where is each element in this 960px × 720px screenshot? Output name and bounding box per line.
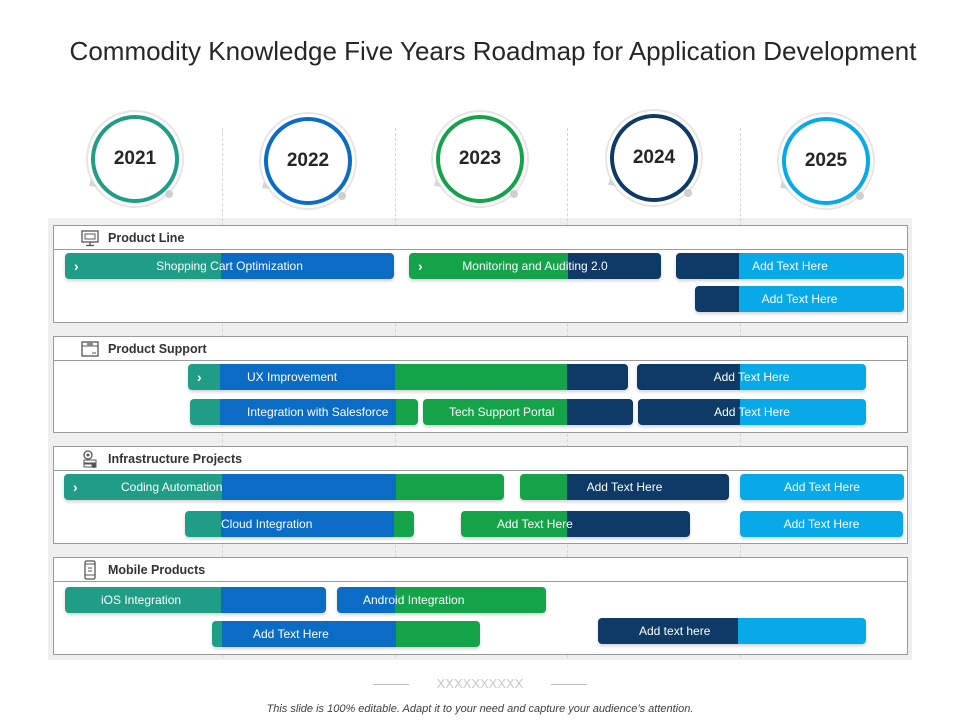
section-header: Infrastructure Projects [54, 447, 907, 471]
bar-coding-automation[interactable]: › Coding Automation [64, 474, 504, 500]
year-circle-2022: 2022 [256, 109, 360, 213]
chevron-right-icon: › [74, 258, 79, 274]
bar-label: Add Text Here [783, 517, 860, 531]
bar-add-text[interactable]: Add text here [598, 618, 866, 644]
section-header: Product Line [54, 226, 907, 250]
bar-label: Add Text Here [714, 405, 790, 419]
bar-add-text[interactable]: Add Text Here [676, 253, 904, 279]
bar-label: Add text here [639, 624, 711, 638]
divider [373, 684, 409, 685]
year-label: 2021 [113, 148, 157, 169]
bar-label: Add Text Here [586, 480, 663, 494]
bar-shopping-cart-optimization[interactable]: › Shopping Cart Optimization [65, 253, 394, 279]
year-ring [605, 109, 703, 207]
bar-cloud-integration[interactable]: Cloud Integration [185, 511, 414, 537]
bar-add-text[interactable]: Add Text Here [212, 621, 480, 647]
bar-integration-with-salesforce[interactable]: Integration with Salesforce [190, 399, 418, 425]
year-circle-2021: 2021 [83, 107, 187, 211]
section-header: Mobile Products [54, 558, 907, 582]
year-circle-2024: 2024 [602, 106, 706, 210]
bar-label: Tech Support Portal [449, 405, 555, 419]
box-icon [81, 341, 99, 357]
mobile-icon [84, 560, 96, 580]
slide-title: Commodity Knowledge Five Years Roadmap f… [69, 36, 917, 66]
bar-ux-improvement[interactable]: › UX Improvement [188, 364, 628, 390]
bar-tech-support-portal[interactable]: Tech Support Portal [423, 399, 633, 425]
bar-label: Add Text Here [784, 480, 860, 494]
bar-label: Add Text Here [253, 627, 329, 641]
year-label: 2023 [458, 148, 502, 169]
bar-label: Integration with Salesforce [247, 405, 389, 419]
bar-add-text[interactable]: Add Text Here [461, 511, 690, 537]
bar-add-text[interactable]: Add Text Here [520, 474, 729, 500]
bar-monitoring-and-auditing[interactable]: › Monitoring and Auditing 2.0 [409, 253, 661, 279]
chevron-right-icon: › [73, 479, 78, 495]
footer-note: This slide is 100% editable. Adapt it to… [266, 703, 694, 715]
year-label: 2025 [804, 150, 848, 171]
section-label: Product Support [108, 342, 207, 356]
year-ring [777, 112, 875, 210]
year-circle-2025: 2025 [774, 109, 878, 213]
bar-label: Coding Automation [121, 480, 223, 494]
gear-server-icon [83, 450, 97, 468]
bar-add-text[interactable]: Add Text Here [638, 399, 866, 425]
bar-label: Cloud Integration [221, 517, 313, 531]
bar-add-text[interactable]: Add Text Here [637, 364, 866, 390]
monitor-icon [81, 230, 99, 247]
divider [551, 684, 587, 685]
bar-label: iOS Integration [101, 593, 182, 607]
bar-label: Add Text Here [497, 517, 573, 531]
bar-label: UX Improvement [247, 370, 338, 384]
section-label: Infrastructure Projects [108, 452, 243, 466]
bar-label: Monitoring and Auditing 2.0 [462, 259, 608, 273]
bar-add-text[interactable]: Add Text Here [740, 511, 903, 537]
year-label: 2024 [632, 147, 676, 168]
placeholder-marks: XXXXXXXXXX [436, 676, 524, 691]
section-label: Mobile Products [108, 563, 206, 577]
footer-decoration: XXXXXXXXXX [373, 676, 587, 692]
bar-add-text[interactable]: Add Text Here [740, 474, 904, 500]
chevron-right-icon: › [418, 258, 423, 274]
chevron-right-icon: › [197, 369, 202, 385]
section-label: Product Line [108, 231, 185, 245]
bar-label: Add Text Here [752, 259, 828, 273]
bar-add-text[interactable]: Add Text Here [695, 286, 904, 312]
bar-label: Shopping Cart Optimization [156, 259, 303, 273]
bar-android-integration[interactable]: Android Integration [337, 587, 546, 613]
section-header: Product Support [54, 337, 907, 361]
year-ring [86, 110, 184, 208]
year-circle-2023: 2023 [428, 107, 532, 211]
year-ring [431, 110, 529, 208]
year-label: 2022 [286, 150, 330, 171]
bar-label: Android Integration [363, 593, 465, 607]
bar-label: Add Text Here [761, 292, 838, 306]
bar-label: Add Text Here [713, 370, 790, 384]
year-ring [259, 112, 357, 210]
bar-ios-integration[interactable]: iOS Integration [65, 587, 326, 613]
